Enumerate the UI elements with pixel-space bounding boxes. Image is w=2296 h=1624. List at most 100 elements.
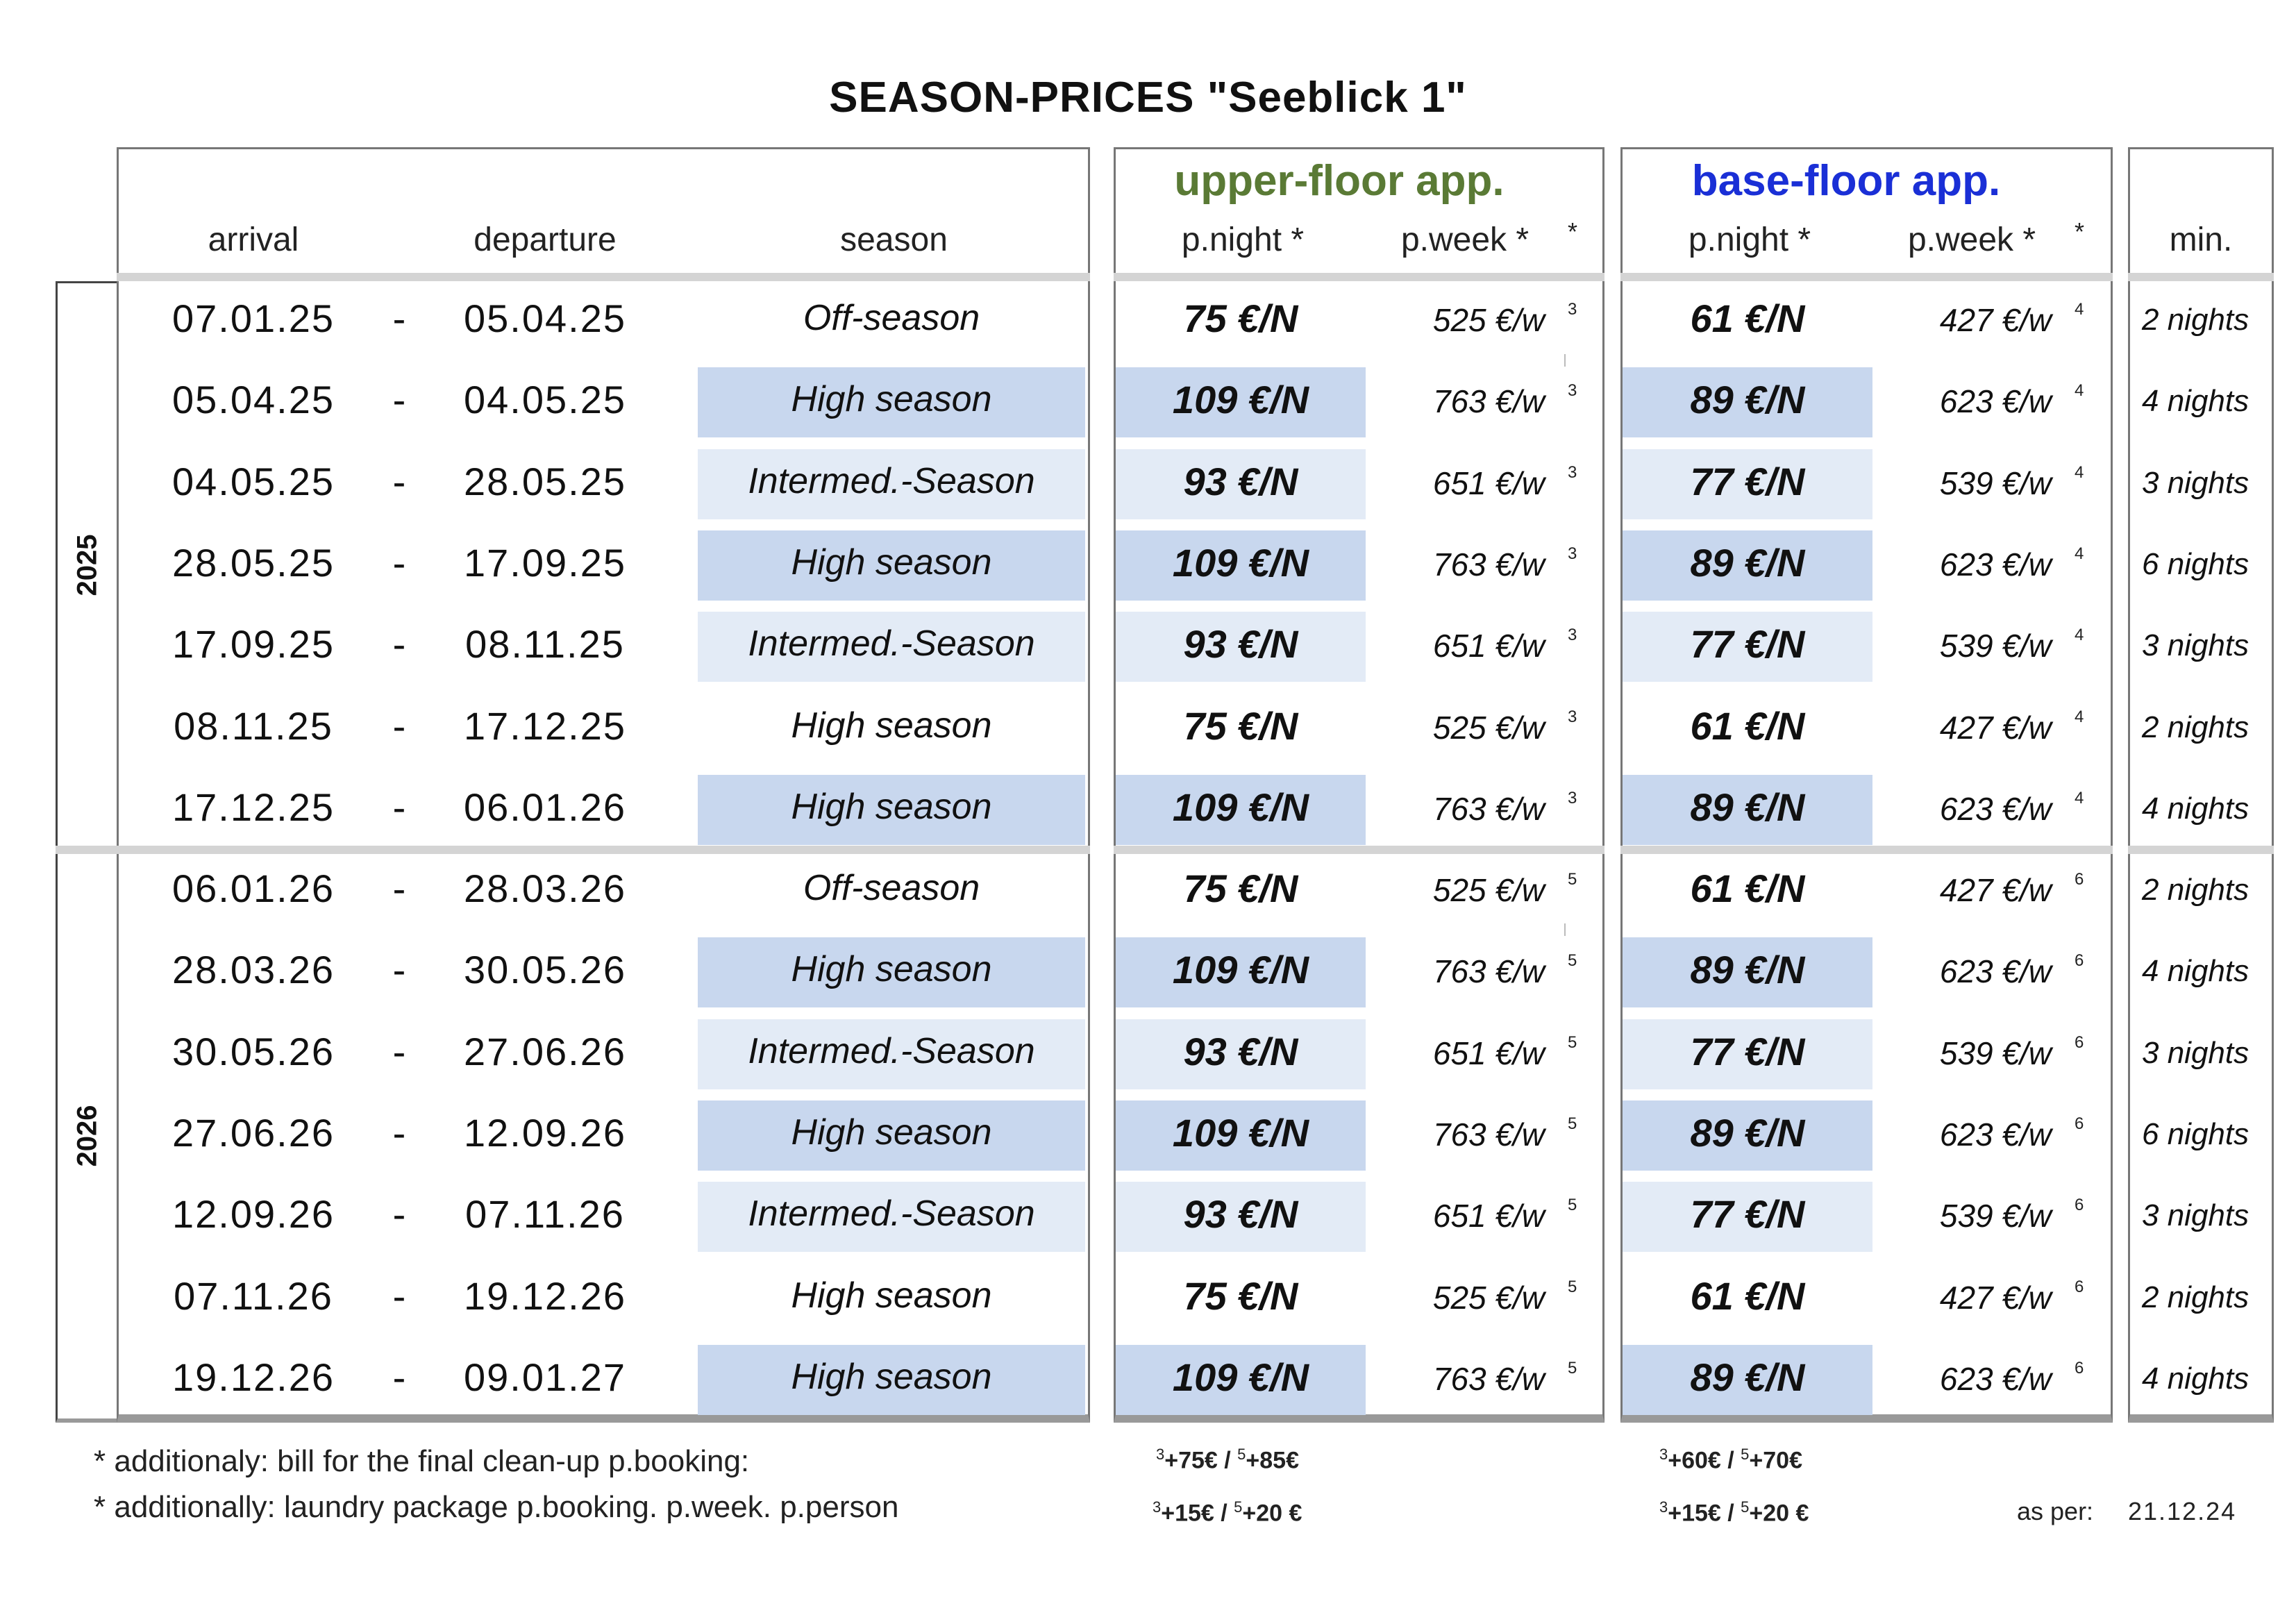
base-price-per-week: 427 €/w [1939, 872, 2052, 908]
upper-footnote-ref: 5 [1568, 951, 1577, 970]
upper-laundry-fee: 3+15€ / 5+20 € [1153, 1498, 1302, 1527]
departure-date: 30.05.26 [464, 948, 626, 991]
upper-pnight-cell-bg [1116, 1100, 1366, 1171]
date-dash: - [392, 1111, 406, 1155]
base-price-per-week: 623 €/w [1939, 1361, 2052, 1397]
base-pnight-cell-bg [1623, 449, 1872, 519]
departure-date: 08.11.25 [465, 622, 625, 666]
base-pnight-cell-bg [1623, 1019, 1872, 1089]
upper-cleanup-fee: 3+75€ / 5+85€ [1156, 1446, 1300, 1474]
departure-date: 12.09.26 [464, 1111, 626, 1155]
upper-pnight-cell-bg [1116, 775, 1366, 845]
arrival-date: 07.11.26 [174, 1274, 333, 1318]
season-name: Off-season [803, 298, 980, 338]
base-price-per-night: 89 €/N [1690, 378, 1805, 421]
arrival-date: 30.05.26 [172, 1030, 335, 1073]
min-stay: 3 nights [2142, 628, 2249, 662]
departure-date: 05.04.25 [464, 296, 626, 340]
upper-pweek-header: p.week * [1400, 221, 1530, 258]
base-price-per-week: 539 €/w [1939, 628, 2052, 664]
season-cell-bg [698, 367, 1085, 437]
base-footnote-ref: 4 [2075, 544, 2084, 563]
base-pnight-cell-bg [1623, 530, 1872, 601]
season-name: High season [791, 542, 992, 583]
base-price-per-week: 623 €/w [1939, 791, 2052, 827]
upper-price-per-night: 109 €/N [1172, 378, 1309, 421]
header-separator [1620, 273, 2113, 281]
season-cell-bg [698, 612, 1085, 682]
upper-price-per-night: 75 €/N [1183, 867, 1298, 910]
base-price-per-night: 89 €/N [1690, 948, 1805, 991]
upper-price-per-night: 75 €/N [1183, 296, 1298, 340]
min-stay: 4 nights [2142, 792, 2249, 826]
base-price-per-night: 89 €/N [1690, 1111, 1805, 1155]
base-footnote-ref: 6 [2075, 1359, 2084, 1378]
base-price-per-week: 623 €/w [1939, 546, 2052, 583]
season-cell-bg [698, 775, 1085, 845]
min-stay: 4 nights [2142, 384, 2249, 418]
min-stay: 2 nights [2142, 710, 2249, 744]
page-title: SEASON-PRICES "Seeblick 1" [829, 74, 1467, 122]
base-footnote-ref: 6 [2075, 1033, 2084, 1052]
base-price-per-night: 77 €/N [1690, 1030, 1805, 1073]
base-price-per-night: 61 €/N [1690, 1274, 1805, 1318]
upper-pnight-cell-bg [1116, 612, 1366, 682]
min-stay: 2 nights [2142, 303, 2249, 337]
header-separator [1114, 273, 1604, 281]
base-star-marker: * [2075, 217, 2085, 246]
base-pnight-cell-bg [1623, 775, 1872, 845]
base-pnight-cell-bg [1623, 612, 1872, 682]
departure-date: 28.05.25 [464, 460, 626, 503]
upper-price-per-week: 651 €/w [1432, 1035, 1545, 1071]
date-dash: - [392, 541, 406, 585]
upper-pnight-cell-bg [1116, 1182, 1366, 1252]
upper-pnight-cell-bg [1116, 1019, 1366, 1089]
arrival-date: 19.12.26 [172, 1355, 335, 1399]
base-footnote-ref: 4 [2075, 300, 2084, 319]
min-stay: 2 nights [2142, 1280, 2249, 1314]
base-price-per-week: 623 €/w [1939, 953, 2052, 989]
as-per-label: as per: [2017, 1497, 2094, 1525]
upper-pnight-cell-bg [1116, 1345, 1366, 1415]
season-cell-bg [698, 530, 1085, 601]
upper-pnight-cell-bg [1116, 449, 1366, 519]
departure-date: 19.12.26 [464, 1274, 626, 1318]
base-price-per-week: 539 €/w [1939, 1035, 2052, 1071]
upper-footnote-ref: 3 [1568, 381, 1577, 400]
base-footnote-ref: 6 [2075, 1196, 2084, 1214]
upper-footnote-ref: 5 [1568, 1114, 1577, 1133]
min-stay: 6 nights [2142, 1117, 2249, 1151]
min-stay-panel [2128, 147, 2274, 1423]
departure-header: departure [474, 221, 617, 258]
season-name: Intermed.-Season [748, 1194, 1035, 1234]
date-dash: - [392, 867, 406, 910]
upper-price-per-week: 525 €/w [1432, 872, 1545, 908]
base-pnight-cell-bg [1623, 1100, 1872, 1171]
year-separator [1114, 846, 1604, 854]
season-name: Intermed.-Season [748, 1031, 1035, 1071]
season-name: Intermed.-Season [748, 623, 1035, 664]
upper-price-per-week: 525 €/w [1432, 710, 1545, 746]
departure-date: 17.09.25 [464, 541, 626, 585]
departure-date: 17.12.25 [464, 704, 626, 748]
departure-date: 27.06.26 [464, 1030, 626, 1073]
season-name: High season [791, 949, 992, 989]
upper-footnote-ref: 5 [1568, 1359, 1577, 1378]
base-footnote-ref: 6 [2075, 1278, 2084, 1296]
upper-footnote-ref: 3 [1568, 463, 1577, 482]
season-name: High season [791, 787, 992, 827]
season-cell-bg [698, 1182, 1085, 1252]
upper-price-per-week: 763 €/w [1432, 1361, 1545, 1397]
year-separator [2128, 846, 2274, 854]
season-cell-bg [698, 937, 1085, 1007]
upper-price-per-week: 763 €/w [1432, 546, 1545, 583]
departure-date: 06.01.26 [464, 785, 626, 829]
arrival-header: arrival [208, 221, 299, 258]
date-dash: - [392, 622, 406, 666]
season-header: season [840, 221, 948, 258]
date-dash: - [392, 1192, 406, 1236]
upper-price-per-night: 93 €/N [1183, 1192, 1298, 1236]
arrival-date: 17.12.25 [172, 785, 335, 829]
base-price-per-week: 623 €/w [1939, 383, 2052, 419]
base-footnote-ref: 6 [2075, 951, 2084, 970]
